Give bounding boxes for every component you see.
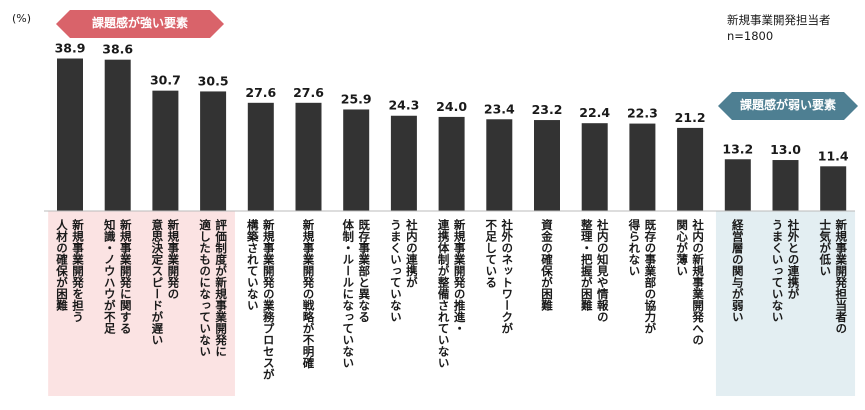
bar	[581, 123, 608, 211]
bar	[247, 102, 274, 211]
strong-issues-arrow: 課題感が強い要素	[56, 10, 224, 38]
category-label-line: 新規事業開発の	[166, 218, 180, 299]
weak-issues-label: 課題感が弱い要素	[740, 97, 836, 112]
category-label-line: 連携体制が整備されていない	[437, 218, 451, 368]
category-label-line: 社外との連携が	[787, 218, 801, 299]
respondent-group-note: 新規事業開発担当者	[727, 13, 831, 27]
bar-value-label: 24.3	[388, 98, 419, 113]
category-label-line: うまくいっていない	[389, 219, 403, 323]
sample-size-note: n=1800	[727, 29, 773, 43]
category-label-line: 知識・ノウハウが不足	[103, 218, 117, 335]
category-label: 新規事業開発の推進・連携体制が整備されていない	[437, 218, 467, 368]
category-label-line: 評価制度が新規事業開発に	[214, 218, 228, 357]
bar	[534, 120, 560, 211]
category-label-line: 意思決定スピードが遅い	[150, 218, 164, 345]
category-label-line: 適したものになっていない	[198, 218, 212, 357]
bar	[629, 123, 656, 211]
category-label-line: 関心が薄い	[675, 219, 689, 277]
weak-issues-arrow: 課題感が弱い要素	[718, 92, 858, 120]
bar-series	[57, 58, 847, 212]
bar-value-label: 24.0	[436, 99, 467, 114]
category-label: 経営層の関与が弱い	[731, 218, 745, 322]
category-label-line: 既存の事業部の協力が	[643, 219, 657, 334]
bar-value-label: 27.6	[245, 85, 276, 100]
category-label-line: 構築されていない	[246, 218, 260, 311]
bar	[343, 109, 370, 211]
strong-issues-highlight-band	[48, 211, 235, 396]
category-label: 新規事業開発の戦略が不明確	[302, 218, 316, 369]
category-label-line: 不足している	[484, 219, 498, 289]
bar	[820, 166, 847, 211]
bar-value-label: 22.3	[627, 106, 658, 121]
strong-issues-label: 課題感が強い要素	[92, 15, 188, 30]
weak-arrow-shape	[718, 92, 858, 120]
y-unit-label: (%)	[12, 12, 31, 25]
category-label-line: 社内の知見や情報の	[596, 218, 610, 322]
category-label-line: 整理・把握が困難	[580, 218, 594, 312]
category-label-line: 人材の確保が困難	[55, 218, 69, 312]
category-label-line: 既存事業部と異なる	[357, 219, 371, 323]
category-label-line: 資金の確保が困難	[540, 218, 554, 312]
bar-value-label: 27.6	[293, 85, 324, 100]
bar	[104, 59, 131, 211]
bar-value-label: 38.6	[102, 42, 133, 57]
category-label-line: 士気が低い	[818, 218, 832, 276]
category-label-line: 社外のネットワークが	[500, 218, 514, 334]
category-label-line: 新規事業開発の推進・	[453, 218, 467, 334]
bar	[295, 102, 322, 211]
bar-value-label: 11.4	[818, 148, 849, 163]
category-label-line: うまくいっていない	[771, 219, 785, 323]
weak-issues-highlight-band	[715, 211, 856, 396]
bar-value-label: 21.2	[675, 110, 706, 125]
bar-value-label: 13.0	[770, 142, 801, 157]
strong-arrow-shape	[56, 10, 224, 38]
category-label-line: 社内の連携が	[405, 218, 419, 288]
category-label-line: 新規事業開発の戦略が不明確	[302, 218, 316, 369]
bar-value-label: 25.9	[341, 91, 372, 106]
bar-value-label: 22.4	[579, 105, 610, 120]
bar-value-label: 13.2	[722, 141, 753, 156]
bar	[486, 119, 513, 211]
category-label-line: 新規事業開発を担う	[71, 218, 85, 322]
bar	[200, 91, 227, 211]
category-label: 資金の確保が困難	[540, 218, 554, 312]
value-labels: 38.9 38.6 30.7 30.5 27.6 27.6 25.9 24.3 24.0 23.4…	[55, 41, 849, 164]
bar-value-label: 30.5	[198, 73, 229, 88]
bar-value-label: 38.9	[55, 41, 86, 56]
category-label-line: 得られない	[627, 218, 641, 276]
bar	[772, 160, 799, 211]
category-label-line: 新規事業開発担当者の	[834, 218, 848, 334]
bar	[677, 127, 704, 211]
category-label-line: 新規事業開発の業務プロセスが	[262, 218, 276, 380]
category-label-line: 新規事業開発に関する	[119, 218, 133, 335]
bar	[724, 159, 751, 211]
bar-value-label: 23.2	[532, 102, 563, 117]
category-label-line: 経営層の関与が弱い	[731, 218, 745, 322]
category-label-line: 社内の新規事業開発への	[691, 218, 705, 345]
bar	[57, 58, 83, 212]
category-label-line: 体制・ルールになっていない	[341, 218, 355, 368]
bar	[152, 90, 179, 211]
bar-value-label: 30.7	[150, 73, 181, 88]
bar	[390, 115, 417, 211]
bar	[438, 116, 465, 211]
bar-value-label: 23.4	[484, 101, 515, 116]
